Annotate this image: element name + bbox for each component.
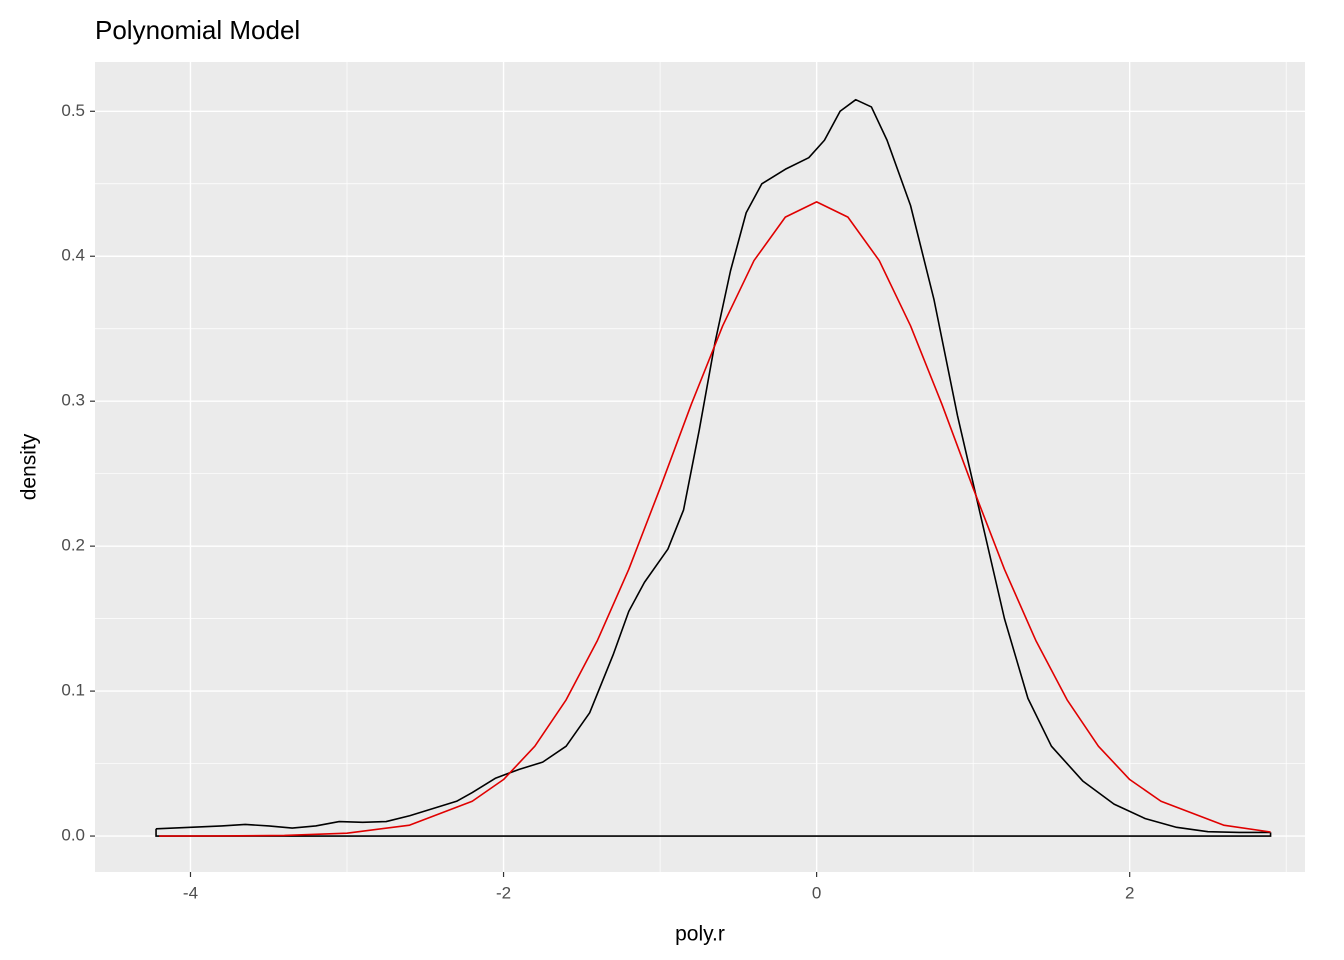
x-tick-label: -2 xyxy=(496,883,511,902)
x-tick-label: -4 xyxy=(183,883,198,902)
y-tick-label: 0.5 xyxy=(61,101,85,120)
x-axis-label: poly.r xyxy=(675,923,725,946)
y-tick-label: 0.2 xyxy=(61,536,85,555)
y-tick-label: 0.0 xyxy=(61,826,85,845)
density-outline xyxy=(155,828,1272,837)
x-tick-label: 2 xyxy=(1125,883,1134,902)
panel xyxy=(95,62,1305,872)
y-tick-label: 0.1 xyxy=(61,681,85,700)
y-tick-label: 0.4 xyxy=(61,246,85,265)
y-axis-label: density xyxy=(18,433,41,500)
line xyxy=(159,201,1271,837)
x-tick-label: 0 xyxy=(812,883,821,902)
chart-title: Polynomial Model xyxy=(95,15,300,45)
y-tick-label: 0.3 xyxy=(61,391,85,410)
line xyxy=(156,98,1271,834)
